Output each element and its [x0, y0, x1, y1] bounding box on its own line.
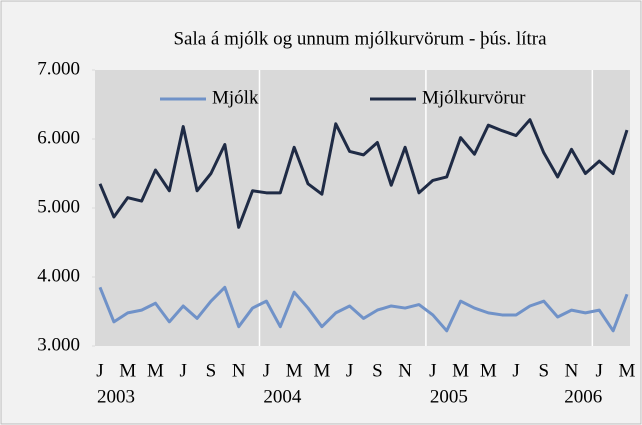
year-label: 2003: [97, 386, 135, 407]
year-label: 2005: [430, 386, 468, 407]
legend-label: Mjólk: [212, 87, 259, 108]
y-tick-label: 5.000: [37, 196, 80, 217]
x-tick-label: M: [147, 360, 164, 381]
x-tick-label: J: [96, 360, 103, 381]
x-tick-label: S: [539, 360, 550, 381]
y-tick-label: 4.000: [37, 265, 80, 286]
year-label: 2004: [263, 386, 302, 407]
x-tick-label: J: [512, 360, 519, 381]
x-tick-label: N: [398, 360, 412, 381]
x-tick-label: M: [313, 360, 330, 381]
chart-title: Sala á mjólk og unnum mjólkurvörum - þús…: [173, 28, 547, 49]
x-tick-label: J: [596, 360, 603, 381]
x-tick-label: M: [452, 360, 469, 381]
x-tick-label: S: [372, 360, 383, 381]
x-tick-label: M: [119, 360, 136, 381]
y-tick-label: 6.000: [37, 127, 80, 148]
y-tick-label: 3.000: [37, 334, 80, 355]
y-tick-label: 7.000: [37, 58, 80, 79]
x-tick-label: M: [619, 360, 636, 381]
x-tick-label: J: [429, 360, 436, 381]
x-tick-label: J: [180, 360, 187, 381]
x-tick-label: N: [232, 360, 246, 381]
legend-label: Mjólkurvörur: [422, 87, 526, 108]
year-label: 2006: [564, 386, 602, 407]
x-tick-label: J: [263, 360, 270, 381]
series-line: [98, 285, 629, 333]
x-tick-label: S: [206, 360, 217, 381]
x-tick-label: J: [346, 360, 353, 381]
x-tick-label: N: [565, 360, 579, 381]
x-tick-label: M: [480, 360, 497, 381]
series-line: [98, 118, 629, 229]
x-tick-label: M: [286, 360, 303, 381]
plot-area: [95, 70, 630, 346]
